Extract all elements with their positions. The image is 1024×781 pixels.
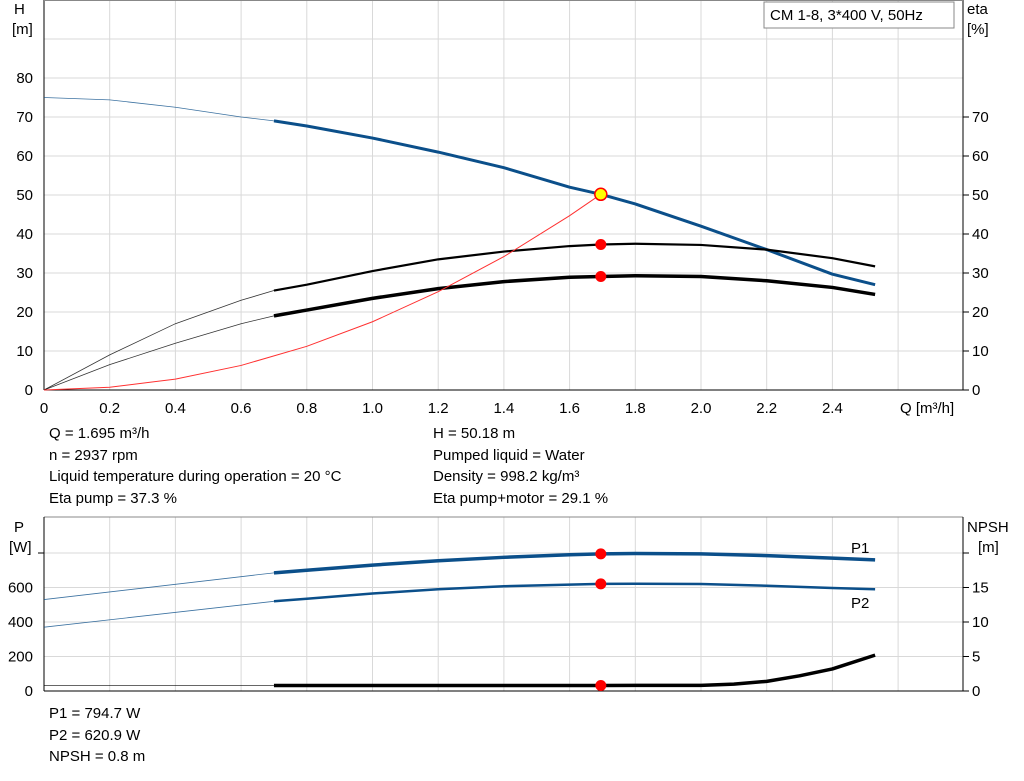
y-tick-label-right: 0 bbox=[972, 683, 980, 700]
x-tick-label: 0.4 bbox=[165, 400, 186, 417]
H-curve-line-thin bbox=[43, 97, 274, 122]
y-tick-label-left: 20 bbox=[16, 304, 33, 321]
info-eta-pump: Eta pump = 37.3 % bbox=[49, 489, 177, 507]
y-axis-label-left: P bbox=[14, 519, 24, 536]
x-tick-label: 1.0 bbox=[362, 400, 383, 417]
x-tick-label: 0.2 bbox=[99, 400, 120, 417]
head-duty-point bbox=[594, 187, 608, 202]
H-curve-line bbox=[273, 119, 876, 287]
npsh-curve-line bbox=[273, 653, 876, 688]
info-right: H = 50.18 m Pumped liquid = Water Densit… bbox=[433, 423, 608, 509]
y-tick-label-right: 20 bbox=[972, 304, 989, 321]
p1-curve-line-thin bbox=[43, 572, 274, 600]
x-tick-label: 2.2 bbox=[756, 400, 777, 417]
y-tick-label-left: 600 bbox=[8, 580, 33, 597]
info-p1: P1 = 794.7 W bbox=[49, 705, 141, 722]
y-tick-label-right: 10 bbox=[972, 614, 989, 631]
y-tick-label-right: 10 bbox=[972, 343, 989, 360]
y-tick-label-left: 50 bbox=[16, 187, 33, 204]
y-tick-label-right: 15 bbox=[972, 580, 989, 597]
y-tick-label-right: 0 bbox=[972, 382, 980, 399]
y-tick-label-left: 10 bbox=[16, 343, 33, 360]
y-tick-label-left: 60 bbox=[16, 148, 33, 165]
eta-pump-motor-duty-point bbox=[595, 271, 607, 283]
x-tick-label: 0.6 bbox=[231, 400, 252, 417]
chart-title: CM 1-8, 3*400 V, 50Hz bbox=[770, 7, 923, 24]
y-tick-label-left: 70 bbox=[16, 109, 33, 126]
x-tick-label: 2.0 bbox=[691, 400, 712, 417]
y-tick-label-right: 60 bbox=[972, 148, 989, 165]
x-tick-label: 1.2 bbox=[428, 400, 449, 417]
info-temperature: Liquid temperature during operation = 20… bbox=[49, 468, 342, 485]
x-tick-label: 1.6 bbox=[559, 400, 580, 417]
p2-curve-label: P2 bbox=[851, 595, 869, 612]
x-tick-label: 0.8 bbox=[296, 400, 317, 417]
y-tick-label-right: 40 bbox=[972, 226, 989, 243]
y-axis-label-right: NPSH bbox=[967, 519, 1009, 536]
y-axis-label-left: H bbox=[14, 1, 25, 18]
power-npsh-chart: 0 200 400 600 0 5 10 15 P [W] NPSH [m] P1 P2 bbox=[8, 516, 1009, 700]
info-h: H = 50.18 m bbox=[433, 425, 516, 442]
npsh-duty-point bbox=[595, 679, 607, 691]
y-tick-label-left: 0 bbox=[25, 382, 33, 399]
y-axis-unit-left: [m] bbox=[12, 21, 33, 38]
y-axis-unit-right: [m] bbox=[978, 539, 999, 556]
y-tick-label-left: 0 bbox=[25, 683, 33, 700]
p1-curve-label: P1 bbox=[851, 540, 869, 557]
system-curve-line-thin bbox=[43, 193, 602, 391]
y-tick-label-right: 30 bbox=[972, 265, 989, 282]
y-tick-label-left: 30 bbox=[16, 265, 33, 282]
x-tick-label: 1.4 bbox=[493, 400, 514, 417]
info-q: Q = 1.695 m³/h bbox=[49, 425, 150, 442]
eta_pump_motor-curve-line bbox=[273, 273, 876, 318]
head-efficiency-chart: 0 0.2 0.4 0.6 0.8 1.0 1.2 1.4 1.6 1.8 2.0 2.2 2.4 0 10… bbox=[12, 0, 989, 417]
info-eta-pump-motor: Eta pump+motor = 29.1 % bbox=[433, 489, 609, 507]
eta_pump_motor-curve-line-thin bbox=[43, 315, 275, 391]
y-tick-label-left: 200 bbox=[8, 649, 33, 666]
p1-curve-line bbox=[273, 551, 876, 575]
p2-duty-point bbox=[595, 578, 607, 590]
p2-curve-line-thin bbox=[43, 600, 274, 628]
p1-duty-point bbox=[595, 548, 607, 560]
title-box: CM 1-8, 3*400 V, 50Hz bbox=[763, 1, 955, 29]
y-tick-label-left: 40 bbox=[16, 226, 33, 243]
info-liquid: Pumped liquid = Water bbox=[433, 446, 585, 464]
info-density: Density = 998.2 kg/m³ bbox=[433, 468, 580, 485]
x-tick-label: 1.8 bbox=[625, 400, 646, 417]
x-tick-label: 0 bbox=[40, 400, 48, 417]
y-tick-label-right: 5 bbox=[972, 649, 980, 666]
y-axis-unit-right: [%] bbox=[967, 21, 989, 38]
x-tick-label: 2.4 bbox=[822, 400, 843, 417]
y-tick-label-left: 80 bbox=[16, 70, 33, 87]
p2-curve-line bbox=[273, 582, 876, 603]
y-tick-label-left: 400 bbox=[8, 614, 33, 631]
info-speed: n = 2937 rpm bbox=[49, 446, 138, 464]
y-axis-unit-left: [W] bbox=[9, 539, 32, 556]
info-p2: P2 = 620.9 W bbox=[49, 726, 141, 744]
eta_pump-curve-line-thin bbox=[43, 290, 275, 391]
x-axis-label: Q [m³/h] bbox=[900, 400, 954, 417]
info-left: Q = 1.695 m³/h n = 2937 rpm Liquid tempe… bbox=[49, 423, 341, 509]
eta_pump-curve-line bbox=[273, 242, 876, 292]
eta-pump-duty-point bbox=[595, 239, 607, 251]
info-npsh: NPSH = 0.8 m bbox=[49, 748, 146, 765]
info-bottom: P1 = 794.7 W P2 = 620.9 W NPSH = 0.8 m bbox=[49, 703, 145, 768]
y-tick-label-right: 70 bbox=[972, 109, 989, 126]
y-axis-label-right: eta bbox=[967, 1, 989, 18]
y-tick-label-right: 50 bbox=[972, 187, 989, 204]
